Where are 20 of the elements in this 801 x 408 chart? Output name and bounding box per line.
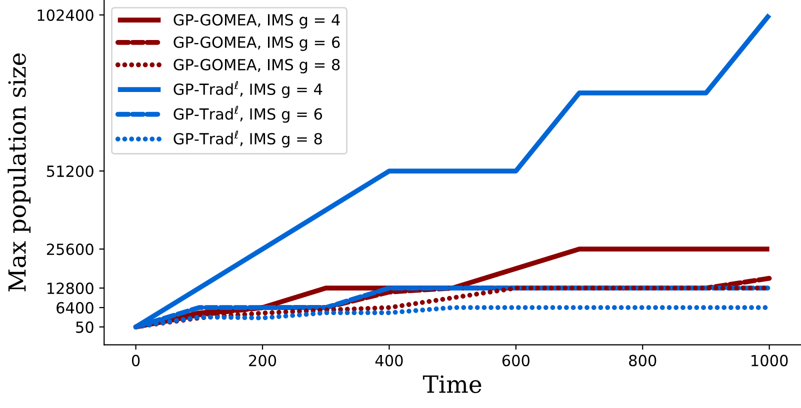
x-axis-title: Time [422, 375, 482, 394]
legend-label: GP-GOMEA, IMS g = 6 [174, 36, 340, 51]
legend-label: GP-Trad$^{ℓ}$, IMS g = 8 [174, 130, 322, 148]
x-tick-label: 800 [629, 354, 656, 366]
y-axis-title: Max population size [8, 53, 31, 292]
y-tick-label: 51200 [46, 165, 94, 178]
x-tick-label: 400 [375, 354, 403, 366]
x-tick-label: 600 [502, 354, 530, 366]
x-tick-label: 200 [249, 354, 276, 366]
legend-label: GP-Trad$^{ℓ}$, IMS g = 4 [174, 81, 322, 98]
x-tick-label: 1000 [752, 354, 788, 366]
legend-label: GP-GOMEA, IMS g = 8 [174, 58, 340, 74]
y-tick-label: 102400 [38, 9, 94, 21]
y-tick-label: 50 [76, 321, 94, 333]
y-tick-label: 25600 [46, 244, 94, 256]
y-tick-label: 12800 [47, 282, 94, 294]
x-tick-label: 0 [132, 354, 140, 366]
legend-label: GP-GOMEA, IMS g = 4 [174, 14, 340, 29]
legend-label: GP-Trad$^{ℓ}$, IMS g = 6 [174, 106, 322, 123]
y-tick-label: 6400 [56, 302, 94, 314]
